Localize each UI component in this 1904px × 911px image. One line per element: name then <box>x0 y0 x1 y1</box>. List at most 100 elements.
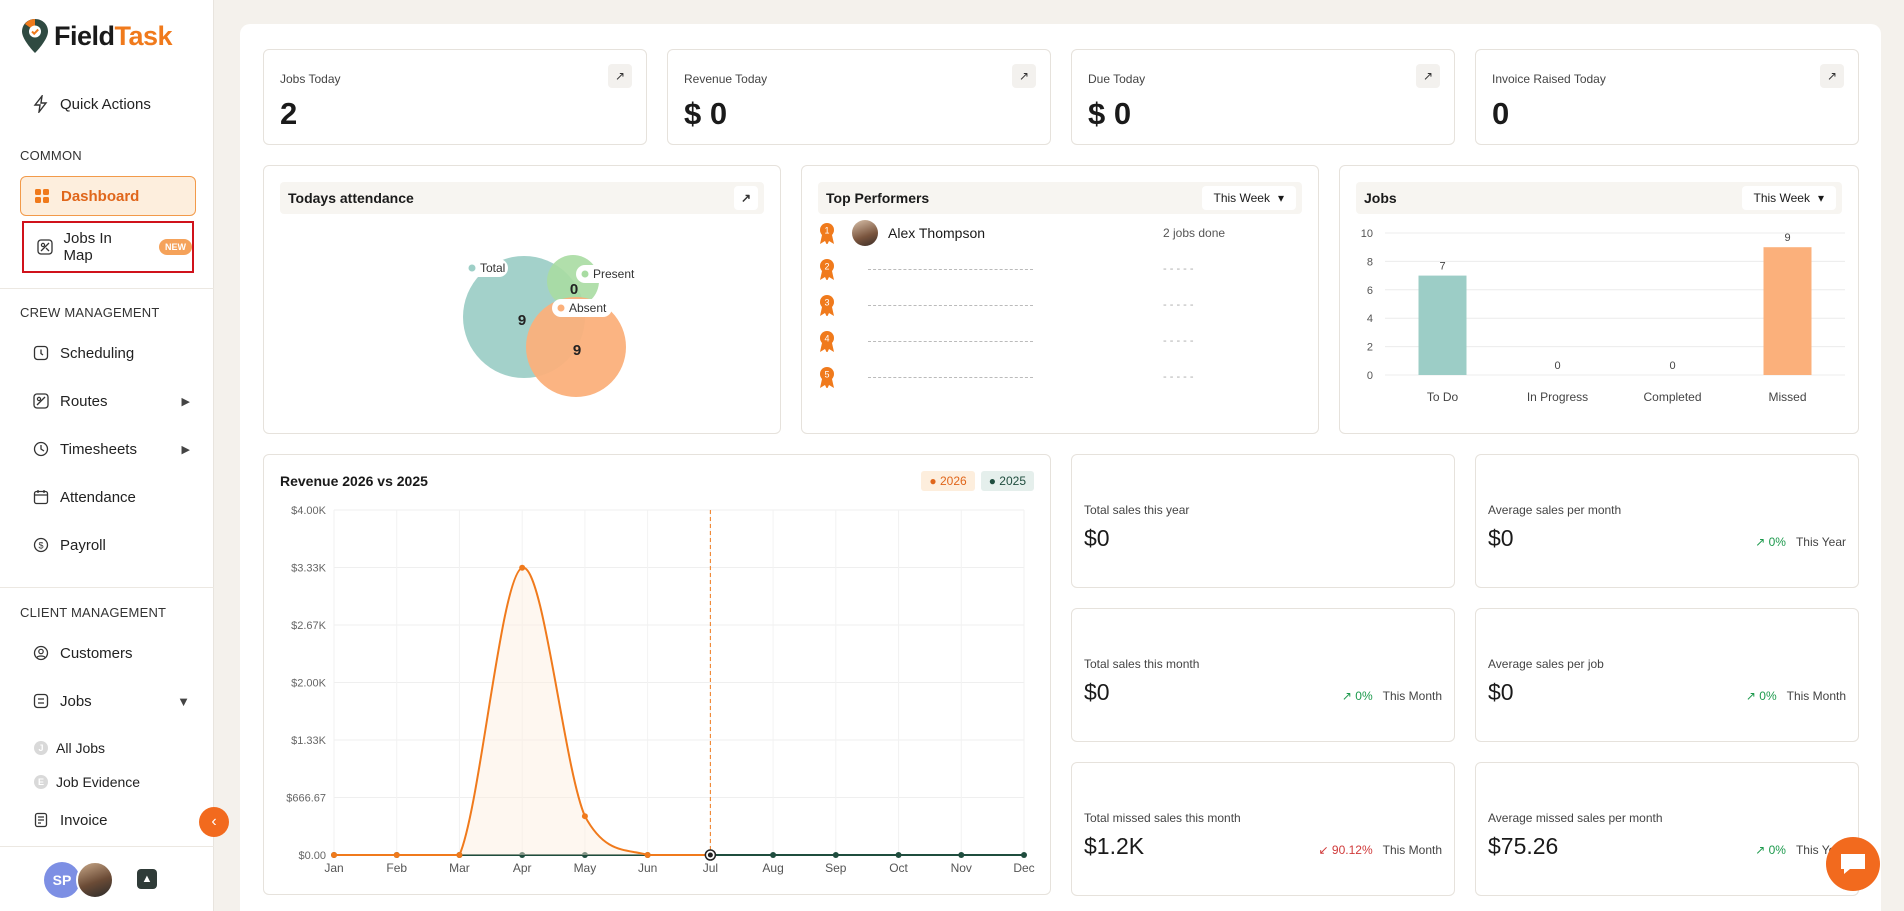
chat-bubble-icon <box>1841 854 1865 874</box>
sidebar-item-jobs-in-map[interactable]: Jobs In Map NEW <box>22 221 194 273</box>
venn-total-value: 9 <box>518 312 526 329</box>
user-photo-avatar[interactable] <box>76 861 114 899</box>
x-tick-label: Dec <box>1013 861 1034 875</box>
point-2025[interactable] <box>770 852 777 858</box>
point-2026[interactable] <box>644 852 651 858</box>
bar[interactable] <box>1763 247 1812 375</box>
panel-title: Top Performers <box>826 190 930 206</box>
clock-icon <box>32 440 50 458</box>
sidebar-item-quick-actions[interactable]: Quick Actions <box>20 84 196 124</box>
point-2026[interactable] <box>331 852 337 858</box>
point-2026[interactable] <box>393 852 400 858</box>
arrow-up-right-icon[interactable]: ↗ <box>1012 64 1036 88</box>
y-tick-label: $4.00K <box>291 505 327 517</box>
arrow-up-right-icon[interactable]: ↗ <box>608 64 632 88</box>
sidebar-item-scheduling[interactable]: Scheduling <box>20 333 196 373</box>
sales-value: $0 <box>1488 525 1514 551</box>
payroll-icon: $ <box>32 536 50 554</box>
new-badge: NEW <box>159 239 192 255</box>
arrow-up-right-icon[interactable]: ↗ <box>1416 64 1440 88</box>
placeholder-text: - - - - - <box>1163 335 1194 347</box>
routes-icon <box>32 392 50 410</box>
venn-present-value: 0 <box>570 281 578 298</box>
sales-trend: ↗ 0% This Month <box>1342 689 1442 703</box>
point-2025[interactable] <box>895 852 902 858</box>
y-tick-label: $666.67 <box>286 793 326 805</box>
sidebar-item-attendance[interactable]: Attendance <box>20 477 196 517</box>
venn-absent-dot <box>557 304 565 312</box>
chevron-up-icon[interactable]: ▲ <box>137 869 157 889</box>
chevron-right-icon[interactable]: ▶ <box>181 395 190 408</box>
legend-label: 2026 <box>940 474 967 488</box>
arrow-up-right-icon[interactable]: ↗ <box>734 186 758 210</box>
sales-card: Total missed sales this month $1.2K ↙ 90… <box>1071 762 1455 896</box>
stat-label: Revenue Today <box>684 72 768 86</box>
x-tick-label: Oct <box>889 861 908 875</box>
chevron-right-icon[interactable]: ▶ <box>181 443 190 456</box>
point-2025[interactable] <box>1021 852 1027 858</box>
arrow-up-right-icon[interactable]: ↗ <box>1820 64 1844 88</box>
legend-2026[interactable]: ● 2026 <box>921 471 975 491</box>
rank-number: 3 <box>824 298 829 308</box>
sidebar-item-customers[interactable]: Customers <box>20 633 196 673</box>
sales-trend: ↙ 90.12% This Month <box>1319 843 1442 857</box>
y-tick-label: $0.00 <box>298 850 326 862</box>
sidebar-item-label: Scheduling <box>60 344 135 362</box>
user-circle-icon <box>32 644 50 662</box>
point-2026[interactable] <box>581 813 588 820</box>
y-tick-label: 4 <box>1367 313 1373 325</box>
point-2026[interactable] <box>456 852 463 858</box>
sidebar-item-payroll[interactable]: $ Payroll <box>20 525 196 565</box>
period-dropdown[interactable]: This Week ▾ <box>1741 186 1836 210</box>
point-2025[interactable] <box>958 852 965 858</box>
trend-period: This Month <box>1382 843 1442 857</box>
sales-trend: ↗ 0% This Year <box>1755 535 1846 549</box>
sidebar-item-invoice[interactable]: Invoice <box>20 800 196 840</box>
chat-support-button[interactable] <box>1826 837 1880 891</box>
x-tick-label: Jan <box>324 861 343 875</box>
placeholder-line <box>868 268 1033 270</box>
y-tick-label: 2 <box>1367 342 1373 354</box>
sales-value: $0 <box>1488 679 1514 705</box>
stat-label: Invoice Raised Today <box>1492 72 1606 86</box>
user-initials-avatar[interactable]: SP <box>44 862 80 898</box>
bar-value-label: 0 <box>1669 360 1675 372</box>
point-2025[interactable] <box>832 852 839 858</box>
user-profile: SP ▲ <box>0 846 214 911</box>
jobs-chart-card: Jobs This Week ▾ 0 2 4 6 8 10 7 To Do 0 In Progres… <box>1339 165 1859 434</box>
x-tick-label: May <box>574 861 597 875</box>
sales-value: $1.2K <box>1084 833 1145 859</box>
performer-row[interactable]: 1 Alex Thompson 2 jobs done <box>818 218 1318 248</box>
period-dropdown[interactable]: This Week ▾ <box>1201 186 1296 210</box>
sidebar-item-routes[interactable]: Routes ▶ <box>20 381 196 421</box>
legend-2025[interactable]: ● 2025 <box>980 471 1034 491</box>
y-tick-label: 10 <box>1361 228 1373 240</box>
sidebar-item-dashboard[interactable]: Dashboard <box>20 176 196 216</box>
x-tick-label: Mar <box>449 861 470 875</box>
rank-medal-icon: 4 <box>820 331 834 352</box>
venn-absent-circle[interactable] <box>526 297 626 397</box>
point-2026[interactable] <box>519 564 526 571</box>
sidebar-subitem-all-jobs[interactable]: J All Jobs <box>34 740 105 756</box>
point-2025[interactable] <box>581 852 588 858</box>
sales-card: Average sales per month $0 ↗ 0% This Year <box>1475 454 1859 588</box>
lightning-icon <box>32 95 50 113</box>
app-logo[interactable]: FieldTask <box>20 18 173 54</box>
x-tick-label: Nov <box>951 861 972 875</box>
sidebar-item-timesheets[interactable]: Timesheets ▶ <box>20 429 196 469</box>
rank-number: 5 <box>824 370 829 380</box>
collapse-sidebar-button[interactable]: ‹ <box>199 807 229 837</box>
svg-text:$: $ <box>38 541 43 551</box>
point-2025[interactable] <box>519 852 526 858</box>
venn-present-dot <box>581 270 589 278</box>
sidebar-item-label: Invoice <box>60 811 108 829</box>
point-2026[interactable] <box>707 852 713 858</box>
x-tick-label: To Do <box>1427 390 1459 404</box>
bar[interactable] <box>1418 275 1467 375</box>
placeholder-line <box>868 304 1033 306</box>
chevron-down-icon[interactable]: ▼ <box>177 693 190 709</box>
sidebar-item-jobs[interactable]: Jobs ▼ <box>20 681 196 721</box>
stat-card-revenue-today: Revenue Today $ 0 ↗ <box>667 49 1051 145</box>
stat-card-jobs-today: Jobs Today 2 ↗ <box>263 49 647 145</box>
sidebar-subitem-job-evidence[interactable]: E Job Evidence <box>34 774 140 790</box>
